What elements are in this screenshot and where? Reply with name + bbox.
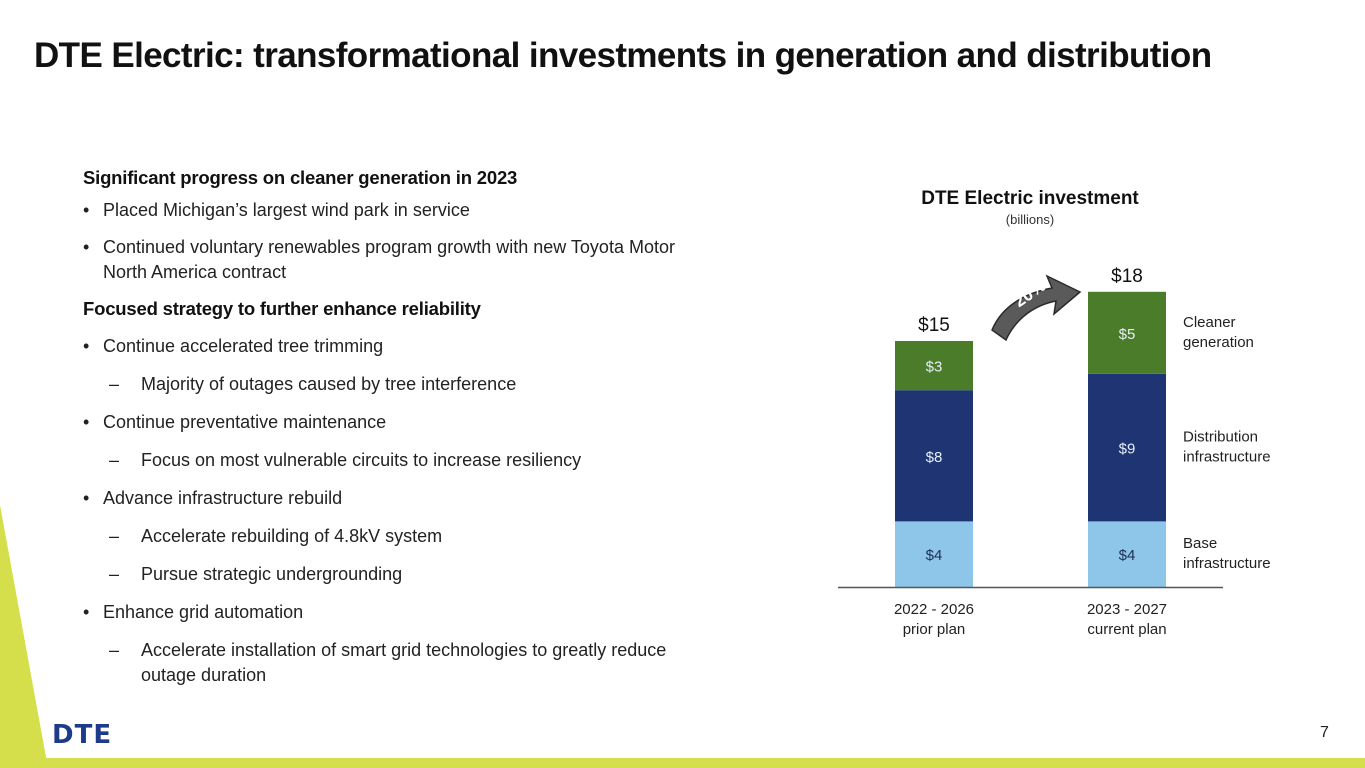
bullet-infrastructure-rebuild: • Advance infrastructure rebuild [83,486,723,511]
left-content: Significant progress on cleaner generati… [83,166,723,688]
page-number: 7 [1320,724,1329,741]
bar-segment-base-infrastructure [895,521,973,587]
sub-bullet-text: Focus on most vulnerable circuits to inc… [141,450,582,470]
sub-bullet-dash: – [109,450,120,470]
category-label: 2023 - 2027 [1087,601,1167,618]
bar-value-label: $8 [926,449,943,466]
bullet-text: Placed Michigan’s largest wind park in s… [103,200,470,220]
bar-segment-cleaner-generation [895,341,973,391]
sub-bullet-dash: – [109,374,120,394]
bullet-text: Continue accelerated tree trimming [103,336,384,356]
bullet-preventative-maintenance: • Continue preventative maintenance [83,410,723,435]
sub-bullet-text: Pursue strategic undergrounding [141,564,403,584]
sub-bullet-text: Accelerate installation of smart grid te… [141,640,667,685]
bar-segment-distribution-infrastructure [1088,373,1166,522]
legend-label: infrastructure [1183,555,1271,572]
category-label: current plan [1087,621,1166,638]
sub-bullet-text: Accelerate rebuilding of 4.8kV system [141,526,443,546]
bullet-dot: • [83,237,90,257]
growth-arrow-icon [991,274,1082,342]
bullet-tree-trimming: • Continue accelerated tree trimming [83,334,723,359]
bullet-renewables: • Continued voluntary renewables program… [83,235,703,285]
page-title: DTE Electric: transformational investmen… [34,36,1212,75]
bottom-accent-bar [0,758,1365,768]
sub-bullet-text: Majority of outages caused by tree inter… [141,374,517,394]
sub-bullet-rebuild-4-8kv: – Accelerate rebuilding of 4.8kV system [83,524,723,549]
chart-subtitle: (billions) [1006,212,1054,227]
bar-total-label: $15 [918,315,950,336]
section-heading-reliability: Focused strategy to further enhance reli… [83,298,481,319]
sub-bullet-dash: – [109,640,120,660]
bullet-dot: • [83,602,90,622]
legend-label: Base [1183,535,1217,552]
bullet-dot: • [83,200,90,220]
bar-value-label: $5 [1119,326,1136,343]
investment-stacked-bar-chart: DTE Electric investment (billions) $4 $8 $3 $… [838,188,1271,638]
bullet-dot: • [83,412,90,432]
bar-value-label: $4 [926,547,943,564]
bullet-dot: • [83,336,90,356]
section-heading-generation: Significant progress on cleaner generati… [83,167,518,188]
legend-label: generation [1183,334,1254,351]
bar-value-label: $3 [926,359,943,376]
sub-bullet-tree-interference: – Majority of outages caused by tree int… [83,372,723,397]
sub-bullet-undergrounding: – Pursue strategic undergrounding [83,562,723,587]
category-label: 2022 - 2026 [894,601,974,618]
legend-label: Distribution [1183,429,1258,446]
bar-total-label: $18 [1111,266,1143,287]
bullet-grid-automation: • Enhance grid automation [83,600,723,625]
dte-logo: DTE [52,720,113,750]
sub-bullet-vulnerable-circuits: – Focus on most vulnerable circuits to i… [83,448,723,473]
legend-label: infrastructure [1183,449,1271,466]
bullet-text: Continue preventative maintenance [103,412,387,432]
bullet-text: Advance infrastructure rebuild [103,488,343,508]
bar-segment-cleaner-generation [1088,291,1166,374]
category-label: prior plan [903,621,966,638]
chart-title: DTE Electric investment [921,188,1139,209]
sub-bullet-dash: – [109,564,120,584]
bar-segment-distribution-infrastructure [895,390,973,522]
bullet-dot: • [83,488,90,508]
bar-value-label: $4 [1119,547,1136,564]
legend-label: Cleaner [1183,314,1236,331]
sub-bullet-smart-grid: – Accelerate installation of smart grid … [83,638,701,688]
bar-value-label: $9 [1119,441,1136,458]
bullet-text: Continued voluntary renewables program g… [103,237,675,282]
bullet-text: Enhance grid automation [103,602,304,622]
bar-segment-base-infrastructure [1088,521,1166,587]
sub-bullet-dash: – [109,526,120,546]
bullet-wind-park: • Placed Michigan’s largest wind park in… [83,198,723,223]
